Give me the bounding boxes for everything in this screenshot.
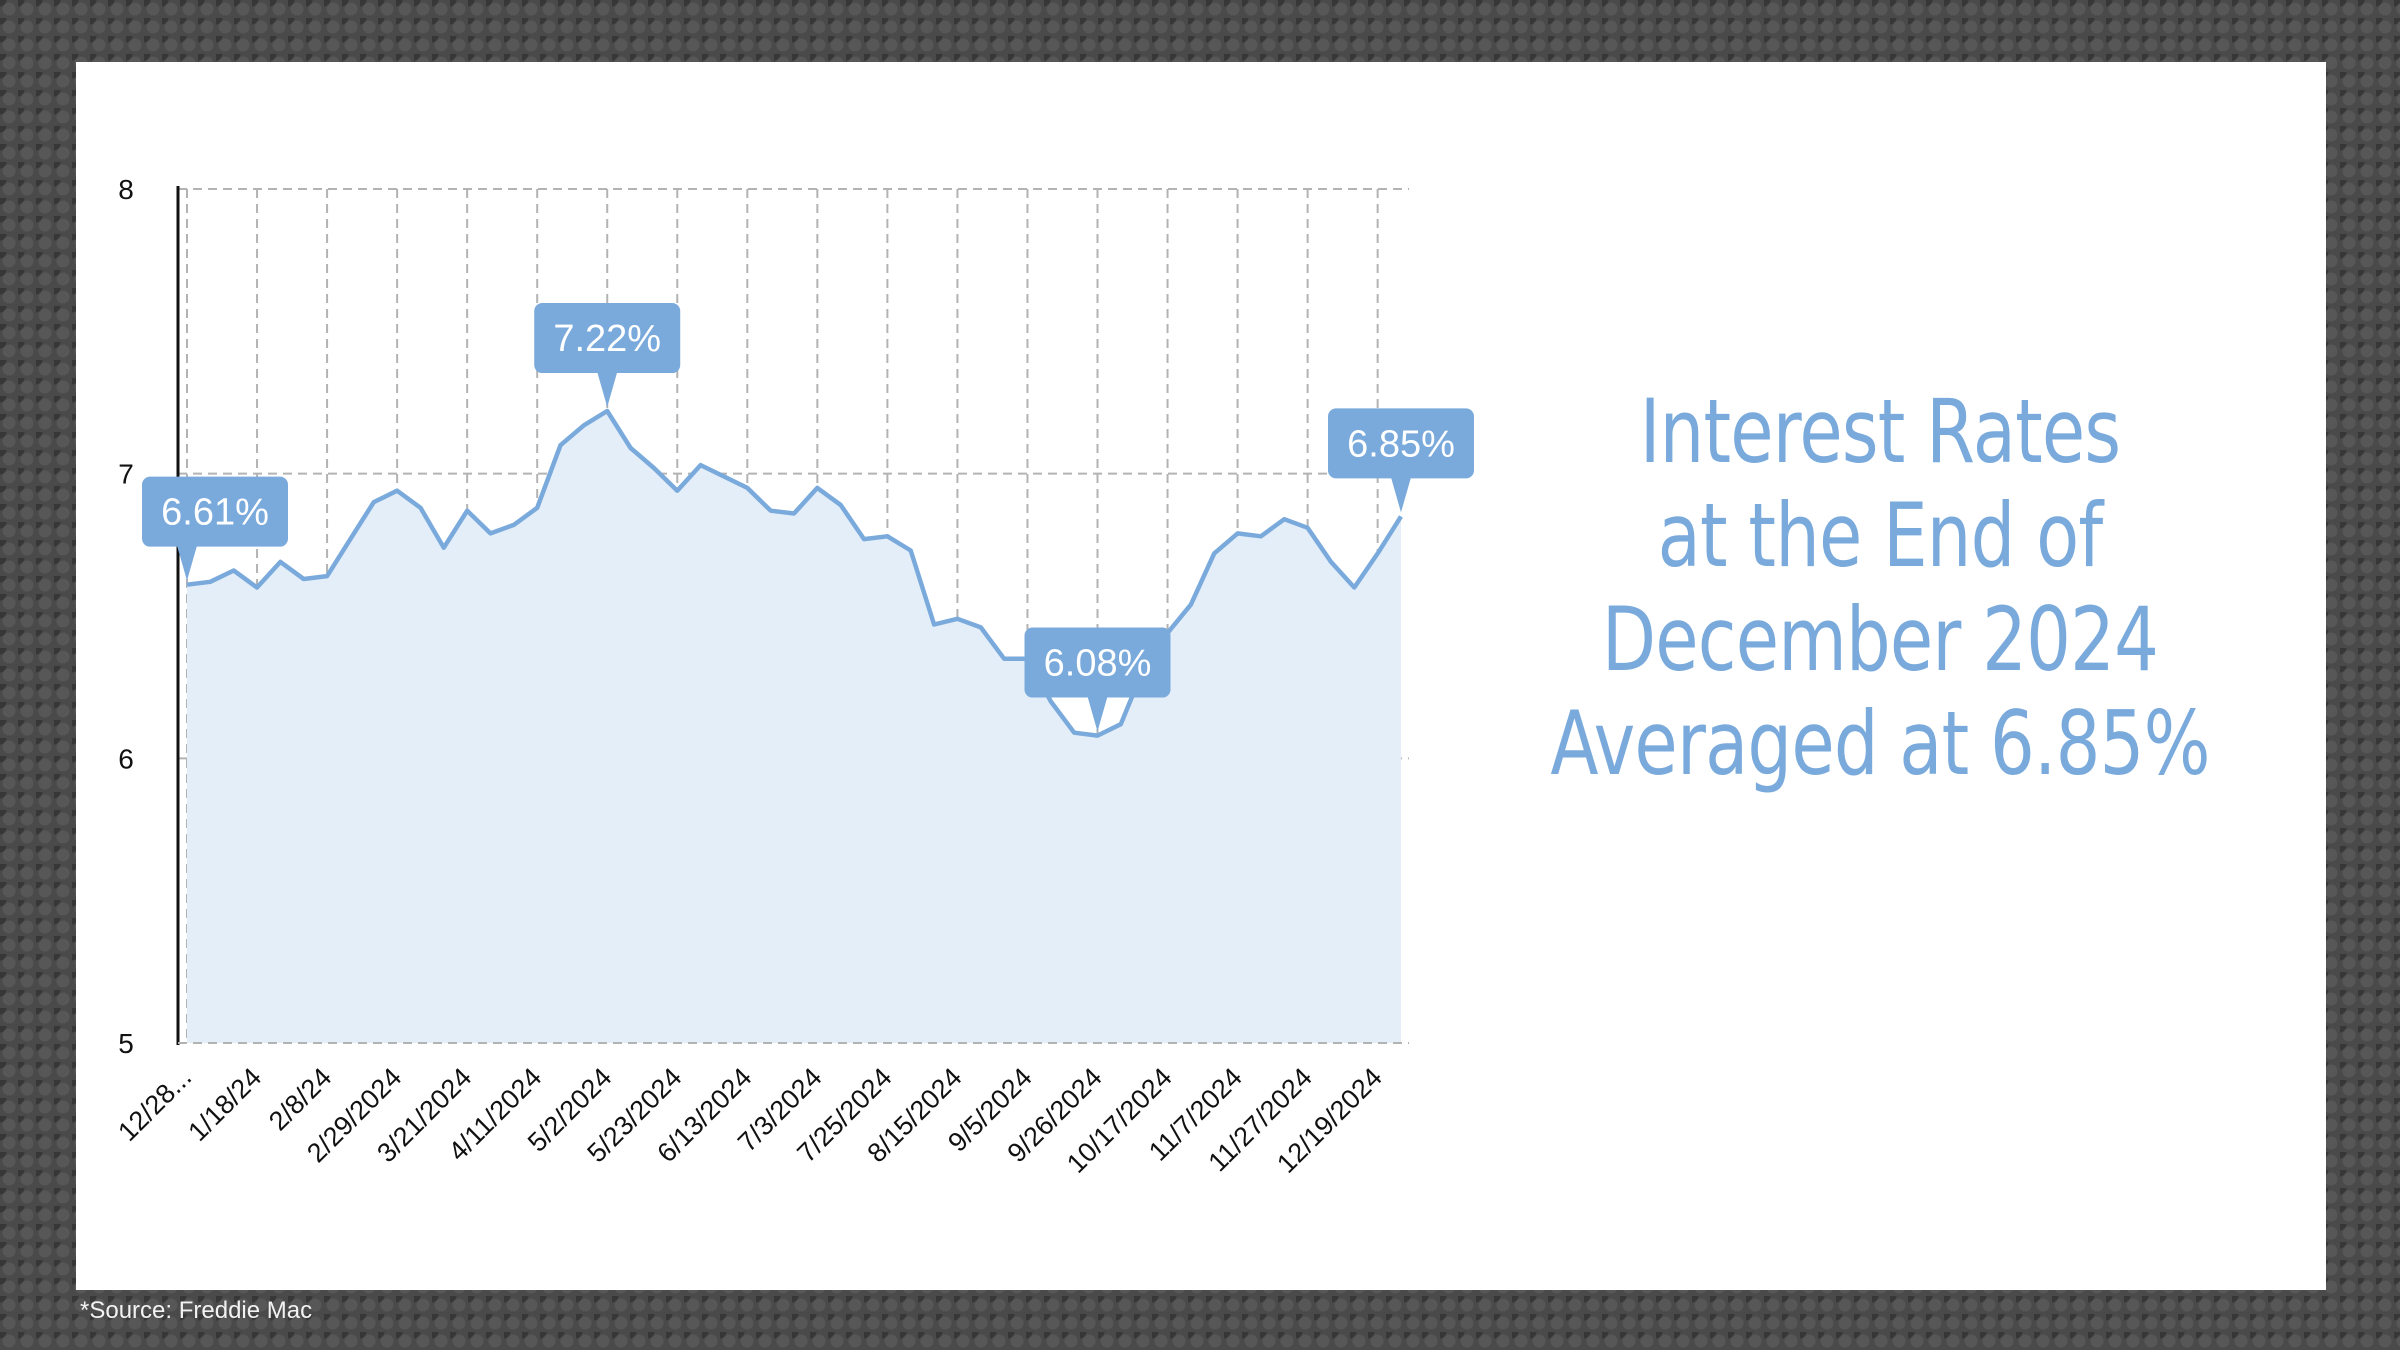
headline: Interest Rates at the End of December 20… <box>1512 380 2248 796</box>
callout: 6.85% <box>1328 408 1474 513</box>
x-tick-label: 12/28... <box>112 1062 197 1147</box>
headline-line-4: Averaged at 6.85% <box>1550 692 2210 795</box>
callout-label: 6.61% <box>161 492 269 534</box>
callout-box <box>142 476 288 547</box>
x-tick-labels: 12/28...1/18/242/8/242/29/20243/21/20244… <box>112 1062 1388 1179</box>
y-tick-label: 8 <box>118 174 134 205</box>
callout-box <box>1328 408 1474 479</box>
y-tick-label: 5 <box>118 1028 134 1059</box>
callout-pointer <box>1391 477 1411 513</box>
callout-pointer <box>597 372 618 408</box>
headline-line-1: Interest Rates <box>1639 380 2121 483</box>
callout: 6.61% <box>142 476 288 581</box>
callout-label: 6.85% <box>1347 423 1455 465</box>
y-tick-label: 6 <box>118 743 134 774</box>
headline-line-3: December 2024 <box>1601 588 2159 691</box>
source-note: *Source: Freddie Mac <box>80 1297 313 1324</box>
callout-box <box>1024 627 1171 698</box>
callout-box <box>534 303 681 374</box>
callout-pointer <box>177 545 197 581</box>
callout-label: 6.08% <box>1044 643 1152 685</box>
callout-pointer <box>1087 696 1108 732</box>
callout-label: 7.22% <box>553 318 661 360</box>
y-tick-labels: 5 6 7 8 <box>118 174 134 1059</box>
headline-line-2: at the End of <box>1657 484 2103 587</box>
callout: 6.08% <box>1024 627 1171 732</box>
area-fill <box>187 411 1401 1043</box>
y-tick-label: 7 <box>118 459 134 490</box>
x-tick-label: 1/18/24 <box>182 1062 267 1147</box>
callouts: 6.61% 7.22% 6.08% 6.85% <box>142 303 1474 732</box>
axis-layer <box>176 186 1409 1045</box>
callout: 7.22% <box>534 303 681 408</box>
series-line <box>186 408 1403 738</box>
